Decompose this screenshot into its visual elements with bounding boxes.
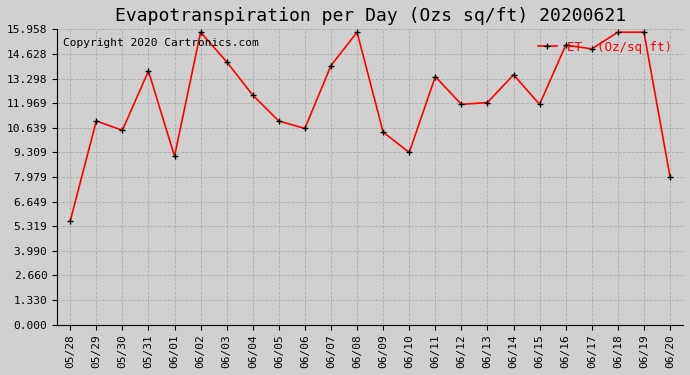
ET  (Oz/sq ft) <box>275 119 283 123</box>
ET  (Oz/sq ft) <box>327 63 335 68</box>
ET  (Oz/sq ft) <box>248 93 257 98</box>
ET  (Oz/sq ft) <box>666 174 674 179</box>
ET  (Oz/sq ft) <box>640 30 648 34</box>
ET  (Oz/sq ft) <box>509 72 518 77</box>
ET  (Oz/sq ft) <box>301 126 309 130</box>
ET  (Oz/sq ft) <box>431 74 440 79</box>
ET  (Oz/sq ft) <box>562 43 570 47</box>
ET  (Oz/sq ft) <box>118 128 126 132</box>
ET  (Oz/sq ft) <box>170 154 179 158</box>
ET  (Oz/sq ft) <box>535 102 544 106</box>
Line: ET  (Oz/sq ft): ET (Oz/sq ft) <box>67 29 673 224</box>
ET  (Oz/sq ft) <box>223 60 231 64</box>
Text: Copyright 2020 Cartronics.com: Copyright 2020 Cartronics.com <box>63 38 259 48</box>
ET  (Oz/sq ft) <box>405 150 413 155</box>
ET  (Oz/sq ft) <box>144 69 152 73</box>
ET  (Oz/sq ft) <box>483 100 491 105</box>
ET  (Oz/sq ft) <box>92 119 101 123</box>
ET  (Oz/sq ft) <box>197 30 205 34</box>
ET  (Oz/sq ft) <box>588 46 596 51</box>
ET  (Oz/sq ft) <box>379 130 387 134</box>
ET  (Oz/sq ft) <box>353 30 361 34</box>
Title: Evapotranspiration per Day (Ozs sq/ft) 20200621: Evapotranspiration per Day (Ozs sq/ft) 2… <box>115 7 626 25</box>
ET  (Oz/sq ft) <box>613 30 622 34</box>
ET  (Oz/sq ft) <box>66 219 75 223</box>
Legend: ET  (Oz/sq ft): ET (Oz/sq ft) <box>533 36 677 58</box>
ET  (Oz/sq ft) <box>457 102 466 106</box>
